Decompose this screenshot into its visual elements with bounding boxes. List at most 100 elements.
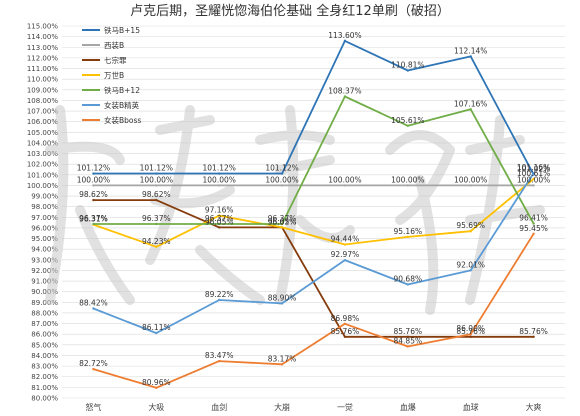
data-label: 84.85% bbox=[394, 336, 423, 345]
data-point bbox=[155, 331, 158, 335]
data-label: 101.12% bbox=[140, 164, 173, 173]
data-label: 101.16% bbox=[517, 163, 550, 172]
data-label: 88.90% bbox=[268, 293, 297, 302]
data-point bbox=[92, 172, 95, 175]
data-point bbox=[469, 230, 472, 233]
legend-label: 万世B bbox=[104, 70, 124, 80]
data-point bbox=[343, 322, 347, 326]
data-label: 85.76% bbox=[331, 327, 360, 336]
data-point bbox=[155, 172, 158, 175]
y-tick-label: 115.00% bbox=[27, 23, 58, 31]
x-tick-label: 大崩 bbox=[274, 402, 290, 412]
data-point bbox=[92, 184, 95, 187]
data-label: 83.17% bbox=[268, 354, 297, 363]
y-tick-label: 111.00% bbox=[27, 65, 58, 73]
data-label: 100.00% bbox=[203, 175, 236, 184]
data-point bbox=[469, 108, 472, 111]
data-label: 110.81% bbox=[391, 61, 424, 70]
y-tick-label: 113.00% bbox=[27, 44, 58, 52]
y-tick-label: 88.00% bbox=[31, 309, 58, 317]
data-label: 96.37% bbox=[268, 214, 297, 223]
data-point bbox=[217, 214, 221, 217]
calligraphy-watermark bbox=[45, 105, 545, 315]
data-point bbox=[92, 222, 95, 226]
data-point bbox=[532, 184, 535, 187]
data-label: 101.12% bbox=[265, 164, 298, 173]
data-label: 80.96% bbox=[142, 378, 171, 387]
data-label: 100.00% bbox=[265, 175, 298, 184]
data-point bbox=[532, 232, 535, 235]
data-point bbox=[406, 235, 410, 239]
data-point bbox=[343, 39, 347, 43]
data-label: 96.05% bbox=[205, 217, 234, 226]
data-point bbox=[217, 226, 221, 229]
data-label: 98.62% bbox=[142, 190, 171, 199]
data-point bbox=[406, 124, 410, 128]
y-tick-label: 93.00% bbox=[31, 256, 58, 264]
data-point bbox=[280, 172, 284, 175]
x-tick-label: 血球 bbox=[463, 402, 479, 412]
series-line bbox=[93, 95, 535, 225]
y-tick-label: 109.00% bbox=[27, 86, 58, 94]
data-point bbox=[92, 367, 95, 371]
data-point bbox=[406, 283, 410, 286]
series-line bbox=[93, 233, 535, 389]
data-label: 95.69% bbox=[456, 221, 485, 230]
data-point bbox=[469, 269, 472, 272]
data-label: 95.16% bbox=[394, 227, 423, 236]
y-tick-label: 98.00% bbox=[31, 203, 58, 211]
data-label: 100.00% bbox=[328, 175, 361, 184]
data-point bbox=[155, 198, 158, 202]
legend-label: 铁马B+12 bbox=[104, 85, 140, 95]
legend-label: 铁马B+15 bbox=[104, 25, 140, 35]
data-label: 92.01% bbox=[456, 260, 485, 269]
y-tick-label: 112.00% bbox=[27, 54, 58, 62]
y-tick-label: 110.00% bbox=[27, 76, 58, 84]
x-axis-ticks: 怒气 大吸 血剑 大崩 一觉 血爆 血球 大爽 bbox=[85, 402, 541, 412]
y-tick-label: 99.00% bbox=[31, 193, 58, 201]
y-tick-label: 84.00% bbox=[31, 352, 58, 360]
data-label: 94.44% bbox=[331, 235, 360, 244]
data-point bbox=[532, 335, 535, 338]
data-label: 92.97% bbox=[331, 250, 360, 259]
y-tick-label: 87.00% bbox=[31, 320, 58, 328]
series-line bbox=[93, 40, 535, 176]
data-point bbox=[532, 171, 535, 175]
data-point bbox=[532, 177, 535, 181]
series-line bbox=[93, 172, 535, 335]
data-label: 101.02% bbox=[517, 165, 550, 174]
data-label: 82.72% bbox=[79, 359, 108, 368]
data-point bbox=[280, 363, 284, 366]
data-label: 100.61% bbox=[517, 169, 550, 178]
data-label: 96.37% bbox=[79, 214, 108, 223]
data-label: 86.11% bbox=[142, 323, 171, 332]
y-tick-label: 106.00% bbox=[27, 118, 58, 126]
x-tick-label: 血剑 bbox=[211, 402, 227, 412]
x-tick-label: 怒气 bbox=[85, 402, 101, 412]
data-label: 94.23% bbox=[142, 237, 171, 246]
x-tick-label: 血爆 bbox=[400, 402, 416, 412]
y-tick-label: 80.00% bbox=[31, 395, 58, 403]
data-label: 113.60% bbox=[328, 31, 361, 40]
data-point bbox=[217, 298, 221, 302]
data-point bbox=[92, 307, 95, 310]
data-label: 100.00% bbox=[140, 175, 173, 184]
x-tick-label: 一觉 bbox=[337, 402, 353, 412]
data-label: 100.00% bbox=[391, 175, 424, 184]
data-label: 88.42% bbox=[79, 299, 108, 308]
y-tick-label: 81.00% bbox=[31, 384, 58, 392]
data-point bbox=[406, 69, 410, 72]
chart-title: 卢克后期，圣耀恍惚海伯伦基础 全身红12单刷（破招） bbox=[130, 3, 450, 19]
data-point bbox=[155, 222, 158, 226]
data-label: 112.14% bbox=[454, 46, 487, 55]
y-tick-label: 91.00% bbox=[31, 278, 58, 286]
x-tick-label: 大爽 bbox=[526, 402, 542, 412]
data-label: 85.76% bbox=[394, 327, 423, 336]
y-tick-label: 108.00% bbox=[27, 97, 58, 105]
y-tick-label: 101.00% bbox=[27, 171, 58, 179]
data-point bbox=[155, 386, 158, 389]
y-tick-label: 100.00% bbox=[27, 182, 58, 190]
data-label: 90.68% bbox=[394, 274, 423, 283]
data-point bbox=[155, 245, 158, 248]
